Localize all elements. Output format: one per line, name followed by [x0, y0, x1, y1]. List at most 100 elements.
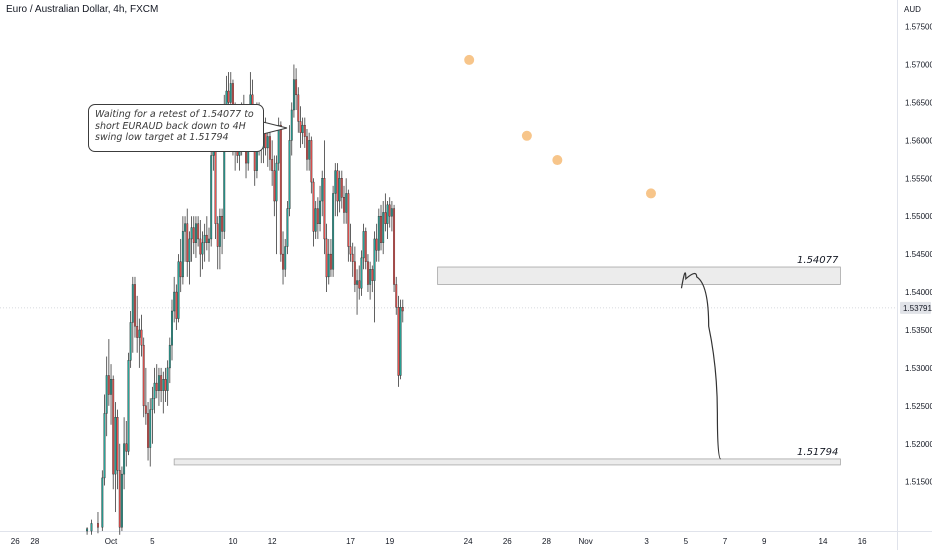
x-tick-label: Nov	[579, 537, 593, 546]
y-tick-label: 1.51500	[905, 478, 932, 487]
bull-candle	[386, 204, 389, 224]
level-label: 1.51794	[797, 447, 838, 458]
x-tick-label: 14	[819, 537, 828, 546]
bear-candle	[144, 405, 147, 414]
bear-candle	[351, 253, 354, 262]
bear-candle	[279, 124, 282, 255]
callout-tail	[262, 121, 288, 135]
bull-candle	[356, 280, 359, 285]
projection-curve	[680, 272, 722, 460]
bear-candle	[380, 215, 382, 243]
bull-candle	[321, 178, 324, 202]
bull-candle	[399, 307, 402, 376]
bull-candle	[390, 208, 393, 217]
level-label: 1.54077	[797, 255, 839, 266]
time-axis[interactable]: 26 28 Oct 5 10 12 17 19 24 26 28 Nov 3 5 7 9 14 16	[11, 537, 867, 546]
level-zones: 1.54077 1.51794	[173, 255, 841, 466]
bull-candle	[360, 257, 363, 289]
bear-candle	[353, 261, 356, 285]
bull-candle	[377, 215, 380, 251]
y-tick-label: 1.55500	[905, 174, 932, 183]
x-tick-label: 3	[644, 537, 649, 546]
x-tick-label: 9	[762, 537, 767, 546]
bull-candle	[345, 193, 348, 213]
bull-candle	[181, 231, 184, 278]
bull-candle	[188, 238, 191, 262]
bear-candle	[192, 227, 195, 243]
bear-candle	[349, 246, 352, 255]
bull-candle	[210, 155, 213, 240]
annotation-text: Waiting for a retest of 1.54077 to short…	[95, 109, 254, 143]
bear-candle	[358, 280, 361, 289]
bull-candle	[362, 231, 365, 259]
bear-candle	[197, 223, 200, 240]
bull-candle	[338, 178, 341, 202]
bull-candle	[373, 238, 376, 281]
bull-candle	[114, 417, 117, 475]
x-tick-label: 5	[150, 537, 155, 546]
bear-candle	[273, 170, 276, 202]
y-axis-unit: AUD	[904, 5, 921, 14]
bull-candle	[275, 162, 278, 202]
x-tick-label: 28	[542, 537, 551, 546]
swing-high-marker	[464, 54, 475, 65]
bull-candle	[332, 193, 335, 270]
bull-candle	[194, 223, 197, 243]
x-tick-label: 26	[11, 537, 20, 546]
bull-candle	[319, 200, 321, 224]
bear-candle	[388, 204, 391, 217]
bear-candle	[142, 344, 145, 407]
y-tick-label: 1.56000	[905, 136, 932, 145]
bull-candle	[138, 329, 141, 338]
bear-candle	[295, 79, 298, 96]
y-tick-label: 1.52500	[905, 402, 932, 411]
bear-candle	[269, 136, 271, 160]
bear-candle	[179, 261, 182, 278]
bear-candle	[227, 90, 230, 103]
bull-candle	[168, 344, 171, 369]
bear-candle	[186, 223, 189, 262]
bull-candle	[382, 212, 385, 243]
level-zone	[173, 458, 841, 466]
swing-high-marker	[645, 188, 656, 199]
bull-candle	[284, 246, 287, 270]
bear-candle	[112, 379, 115, 475]
annotation-callout[interactable]: Waiting for a retest of 1.54077 to short…	[88, 104, 264, 152]
bear-candle	[303, 124, 306, 137]
bull-candle	[201, 242, 204, 255]
bear-candle	[282, 253, 284, 270]
bull-candle	[173, 291, 176, 312]
bull-candle	[105, 375, 108, 414]
bull-candle	[177, 261, 180, 319]
bull-candle	[86, 528, 89, 532]
y-tick-label: 1.57000	[905, 60, 932, 69]
bear-candle	[310, 140, 313, 183]
current-price-tag	[900, 301, 931, 314]
bull-candle	[103, 413, 106, 479]
bear-candle	[205, 234, 208, 243]
bear-candle	[401, 307, 404, 312]
bull-candle	[171, 310, 173, 346]
swing-high-marker	[552, 155, 563, 166]
bull-candle	[166, 367, 169, 391]
bear-candle	[395, 284, 398, 308]
bull-candle	[292, 79, 295, 111]
bear-candle	[366, 261, 369, 285]
bull-candle	[288, 140, 291, 209]
bear-candle	[140, 329, 143, 346]
bear-candle	[175, 291, 178, 319]
bull-candle	[277, 124, 280, 164]
bear-candle	[325, 238, 328, 278]
bear-candle	[297, 94, 300, 122]
bull-candle	[101, 477, 104, 528]
bull-candle	[203, 234, 206, 243]
bull-candle	[123, 443, 126, 475]
y-tick-label: 1.53500	[905, 326, 932, 335]
bull-candle	[327, 253, 330, 278]
bull-candle	[314, 208, 317, 232]
bear-candle	[397, 307, 400, 376]
price-axis[interactable]: AUD 1.57500 1.57000 1.56500 1.56000 1.55500 1.…	[900, 5, 932, 487]
x-tick-label: 16	[858, 537, 867, 546]
